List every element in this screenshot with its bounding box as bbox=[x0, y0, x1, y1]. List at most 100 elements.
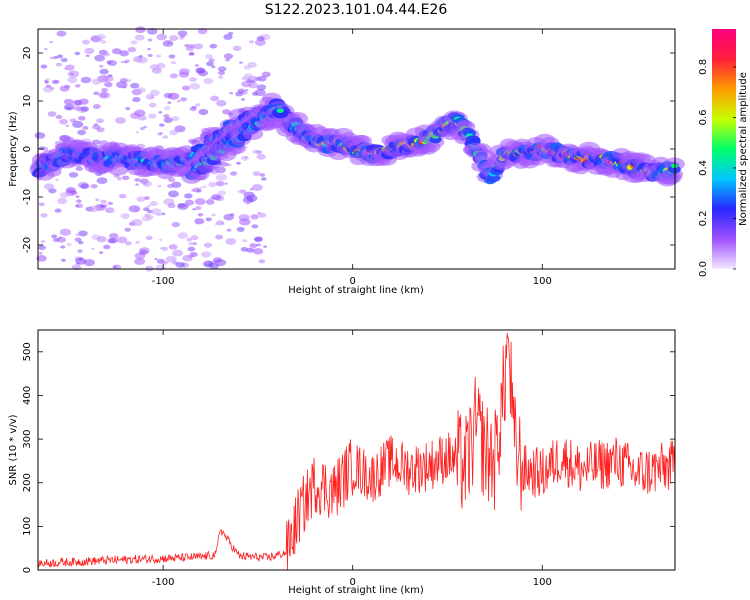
spectrogram-cell bbox=[124, 59, 130, 63]
spectrogram-cell bbox=[179, 36, 184, 40]
spectrogram-cell bbox=[169, 73, 178, 79]
spectrogram-y-tick-label: 10 bbox=[22, 95, 33, 108]
spectrogram-cell bbox=[85, 54, 90, 58]
spectrogram-cell bbox=[205, 54, 213, 59]
snr-x-tick-label: -100 bbox=[152, 577, 175, 588]
spectrogram-cell bbox=[60, 57, 68, 63]
spectrogram-cell bbox=[177, 100, 181, 103]
spectrogram-cell bbox=[159, 238, 163, 241]
spectrogram-y-tick-label: -20 bbox=[22, 237, 33, 253]
spectrogram-cell bbox=[52, 55, 58, 60]
spectrogram-cell bbox=[201, 251, 212, 258]
spectrogram-blobs bbox=[29, 26, 685, 272]
spectrogram-cell bbox=[40, 64, 48, 69]
spectrogram-cell bbox=[241, 80, 252, 88]
spectrogram-cell bbox=[115, 117, 127, 125]
spectrogram-cell bbox=[40, 240, 46, 243]
spectrogram-cell bbox=[65, 64, 75, 71]
spectrogram-cell bbox=[250, 214, 259, 220]
spectrogram-cell bbox=[239, 189, 247, 194]
spectrogram-cell bbox=[246, 247, 255, 253]
spectrogram-cell bbox=[189, 82, 201, 90]
spectrogram-cell bbox=[210, 95, 220, 102]
spectrogram-cell bbox=[215, 173, 228, 181]
spectrogram-cell bbox=[38, 245, 46, 251]
spectrogram-cell bbox=[256, 153, 266, 160]
spectrogram-cell bbox=[189, 77, 197, 82]
spectrogram-cell bbox=[57, 197, 68, 205]
spectrogram-cell bbox=[276, 108, 284, 113]
spectrogram-cell bbox=[216, 100, 227, 107]
spectrogram-cell bbox=[197, 70, 208, 77]
spectrogram-cell bbox=[102, 52, 110, 57]
spectrogram-cell bbox=[66, 242, 72, 247]
spectrogram-cell bbox=[230, 171, 238, 176]
spectrogram-cell bbox=[208, 58, 215, 63]
spectrogram-cell bbox=[188, 241, 194, 246]
snr-y-tick-label: 500 bbox=[22, 342, 33, 361]
spectrogram-cell bbox=[38, 146, 45, 151]
spectrogram-cell bbox=[175, 261, 185, 268]
spectrogram-x-tick-label: 100 bbox=[533, 276, 552, 287]
spectrogram-cell bbox=[194, 218, 205, 225]
colorbar-tick-label: 0.8 bbox=[698, 59, 709, 75]
spectrogram-cell bbox=[250, 80, 255, 83]
spectrogram-cell bbox=[261, 177, 267, 181]
spectrogram-cell bbox=[206, 61, 214, 67]
spectrogram-cell bbox=[78, 230, 88, 237]
spectrogram-cell bbox=[75, 166, 84, 171]
spectrogram-cell bbox=[187, 246, 196, 252]
spectrogram-cell bbox=[254, 39, 266, 46]
spectrogram-cell bbox=[65, 186, 76, 194]
spectrogram-cell bbox=[163, 106, 171, 111]
spectrogram-cell bbox=[243, 65, 252, 70]
spectrogram-cell bbox=[215, 234, 224, 240]
spectrogram-cell bbox=[80, 76, 92, 84]
spectrogram-cell bbox=[107, 201, 114, 206]
spectrogram-cell bbox=[181, 85, 191, 91]
spectrogram-cell bbox=[120, 213, 130, 219]
spectrogram-cell bbox=[255, 243, 262, 247]
spectrogram-cell bbox=[162, 40, 174, 47]
spectrogram-cell bbox=[75, 233, 80, 236]
spectrogram-cell bbox=[235, 91, 243, 97]
spectrogram-cell bbox=[195, 206, 202, 210]
spectrogram-cell bbox=[98, 91, 109, 99]
spectrogram-cell bbox=[163, 114, 170, 119]
spectrogram-cell bbox=[486, 173, 501, 183]
spectrogram-cell bbox=[51, 234, 58, 239]
spectrogram-cell bbox=[174, 125, 186, 133]
spectrogram-cell bbox=[251, 184, 263, 192]
spectrogram-cell bbox=[172, 249, 184, 257]
spectrogram-cell bbox=[168, 244, 178, 250]
snr-panel: -100 0 100 0 100 200 300 400 500 Height of strai… bbox=[8, 329, 676, 596]
spectrogram-cell bbox=[96, 34, 106, 40]
spectrogram-cell bbox=[246, 194, 258, 202]
spectrogram-cell bbox=[167, 203, 176, 209]
spectrogram-cell bbox=[239, 61, 243, 64]
spectrogram-cell bbox=[170, 60, 177, 65]
spectrogram-cell bbox=[229, 91, 234, 95]
snr-x-axis-label: Height of straight line (km) bbox=[288, 585, 424, 596]
spectrogram-cell bbox=[154, 257, 158, 261]
spectrogram-cell bbox=[111, 48, 122, 55]
spectrogram-cell bbox=[158, 111, 163, 114]
spectrogram-cell bbox=[75, 257, 87, 265]
spectrogram-cell bbox=[126, 79, 131, 83]
spectrogram-cell bbox=[136, 56, 148, 64]
spectrogram-cell bbox=[167, 101, 172, 104]
spectrogram-cell bbox=[223, 34, 233, 40]
spectrogram-cell bbox=[217, 190, 226, 196]
spectrogram-cell bbox=[220, 222, 225, 225]
spectrogram-cell bbox=[252, 248, 264, 255]
spectrogram-cell bbox=[225, 238, 237, 245]
snr-series-line bbox=[37, 333, 676, 571]
spectrogram-cell bbox=[232, 45, 242, 52]
spectrogram-cell bbox=[67, 76, 78, 84]
spectrogram-cell bbox=[94, 54, 106, 62]
spectrogram-cell bbox=[139, 249, 149, 255]
spectrogram-cell bbox=[125, 107, 131, 111]
spectrogram-cell bbox=[168, 54, 176, 59]
spectrogram-cell bbox=[49, 41, 53, 44]
spectrogram-cell bbox=[75, 84, 81, 88]
